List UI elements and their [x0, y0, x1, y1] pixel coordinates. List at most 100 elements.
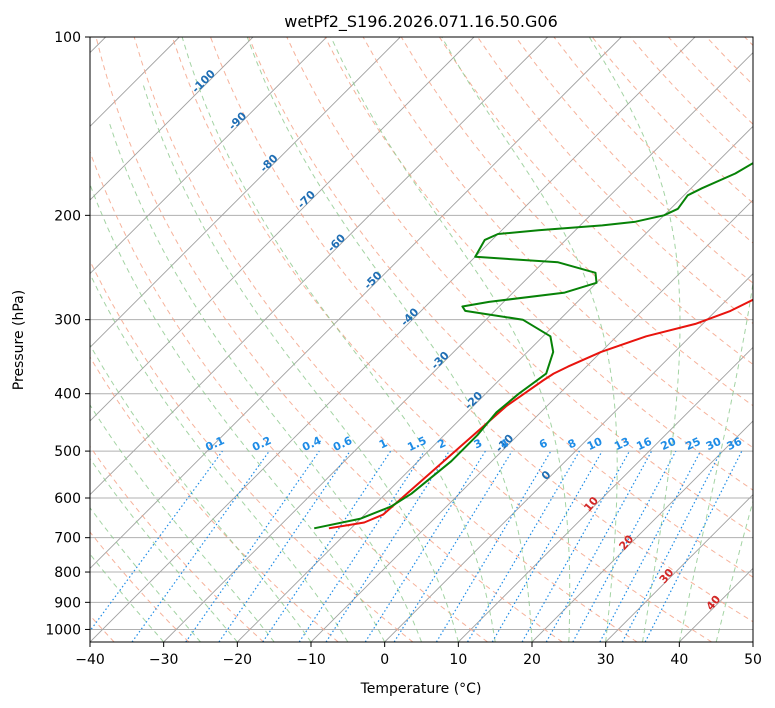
y-tick-label: 900 — [54, 595, 81, 611]
mixing-ratio-line — [435, 450, 552, 642]
moist-adiabat-line — [90, 404, 275, 642]
y-tick-label: 300 — [54, 313, 81, 329]
y-tick-label: 600 — [54, 491, 81, 507]
mixing-ratio-label: 2 — [436, 436, 448, 451]
mixing-ratio-label: 8 — [566, 436, 578, 451]
isotherm-label: -50 — [361, 269, 384, 292]
mixing-ratio-line — [545, 450, 653, 642]
mixing-ratio-line — [521, 450, 631, 642]
isotherm-label: -90 — [226, 109, 249, 132]
mixing-ratio-line — [364, 450, 486, 642]
mixing-ratio-label: 25 — [683, 435, 702, 453]
isotherm-line — [310, 199, 753, 642]
y-tick-label: 500 — [54, 444, 81, 460]
mixing-ratio-label: 30 — [704, 435, 724, 453]
isotherm-label: -100 — [189, 67, 218, 96]
moist-adiabat-line — [588, 37, 681, 642]
y-tick-label: 800 — [54, 565, 81, 581]
mixing-ratio-line — [491, 450, 603, 642]
mixing-ratio-label: 20 — [659, 435, 679, 453]
dry-adiabat-line — [553, 37, 753, 244]
chart-title: wetPf2_S196.2026.071.16.50.G06 — [284, 12, 558, 32]
moist-adiabat-line — [441, 37, 618, 642]
x-tick-label: −20 — [223, 652, 253, 668]
plot-frame — [89, 36, 754, 643]
mixing-ratio-line — [218, 450, 351, 642]
y-axis-title: Pressure (hPa) — [11, 290, 27, 390]
x-tick-label: 30 — [597, 652, 615, 668]
mixing-ratio-line — [262, 450, 392, 642]
dry-adiabat-line — [90, 259, 414, 642]
mixing-ratio-line — [185, 450, 320, 642]
mixing-ratio-label: 36 — [725, 435, 745, 453]
background-lines — [90, 37, 753, 642]
x-axis-title: Temperature (°C) — [360, 681, 482, 697]
isotherm-label: -60 — [325, 231, 348, 254]
dry-adiabat-line — [171, 37, 712, 642]
mixing-ratio-line — [572, 450, 677, 642]
moist-adiabat-line — [678, 280, 753, 642]
dry-adiabat-line — [668, 37, 753, 125]
moist-adiabat-line — [90, 343, 312, 642]
temperature-profile-line — [328, 298, 753, 530]
y-tick-label: 700 — [54, 531, 81, 547]
isotherm-line — [458, 346, 753, 642]
dry-adiabat-line — [438, 37, 753, 366]
dry-adiabat-line — [744, 37, 753, 47]
dry-adiabat-line — [400, 37, 753, 407]
y-tick-label: 100 — [54, 30, 81, 46]
mixing-ratio-label: 10 — [585, 435, 605, 453]
y-axis: 1000 900 800 700 600 500 400 300 200 100 — [45, 30, 90, 638]
isotherm-label: -80 — [257, 152, 280, 175]
moist-adiabat-label: 20 — [616, 532, 636, 552]
isotherm-line — [90, 37, 254, 201]
isotherm-labels: -100-90-80-70-60-50-40-30-20-1000.1 0.2 0.… — [189, 67, 744, 613]
x-tick-label: −10 — [296, 652, 326, 668]
dry-adiabat-line — [133, 37, 638, 642]
isotherm-line — [237, 125, 753, 642]
x-tick-label: 10 — [449, 652, 467, 668]
isotherm-line — [163, 52, 753, 642]
moist-adiabat-label: 30 — [657, 566, 677, 586]
isotherm-label: -20 — [462, 389, 485, 412]
dry-adiabat-line — [248, 37, 753, 578]
moist-adiabat-label: 40 — [704, 593, 724, 613]
moist-adiabat-line — [90, 457, 238, 642]
isotherm-line — [90, 37, 622, 569]
mixing-ratio-line — [644, 450, 743, 642]
isotherm-line — [90, 37, 548, 496]
isotherm-label: -70 — [295, 188, 318, 211]
dry-adiabat-line — [286, 37, 753, 534]
x-axis: −40 −30 −20 −10 0 10 20 30 40 50 — [75, 642, 762, 668]
dry-adiabat-line — [706, 37, 753, 86]
moist-adiabat-line — [109, 123, 422, 642]
moist-adiabat-line — [90, 182, 386, 642]
moist-adiabat-line — [330, 37, 571, 642]
isotherm-label: -40 — [398, 305, 421, 328]
isotherm-line — [752, 641, 753, 642]
moist-adiabat-label: 10 — [581, 494, 601, 514]
isotherm-line — [90, 37, 475, 422]
isotherm-line — [605, 494, 753, 642]
mixing-ratio-line — [393, 450, 513, 642]
mixing-ratio-line — [325, 450, 450, 642]
x-tick-label: 20 — [523, 652, 541, 668]
dry-adiabat-line — [90, 531, 190, 642]
y-tick-label: 200 — [54, 208, 81, 224]
moist-adiabat-line — [90, 553, 165, 642]
moist-adiabat-line — [715, 499, 753, 642]
isotherm-line — [384, 273, 753, 642]
isotherm-line — [531, 420, 753, 642]
dewpoint-profile-line — [313, 161, 753, 530]
y-tick-label: 1000 — [45, 622, 81, 638]
dry-adiabat-line — [90, 150, 488, 642]
mixing-ratio-label: 13 — [612, 435, 631, 453]
moist-adiabat-line — [90, 506, 201, 642]
dry-adiabat-line — [90, 445, 264, 642]
x-tick-label: 50 — [744, 652, 762, 668]
y-tick-label: 400 — [54, 387, 81, 403]
dry-adiabat-line — [90, 356, 339, 642]
moist-adiabat-line — [181, 37, 496, 642]
mixing-ratio-line — [466, 450, 580, 642]
mixing-ratio-label: 16 — [634, 435, 654, 453]
